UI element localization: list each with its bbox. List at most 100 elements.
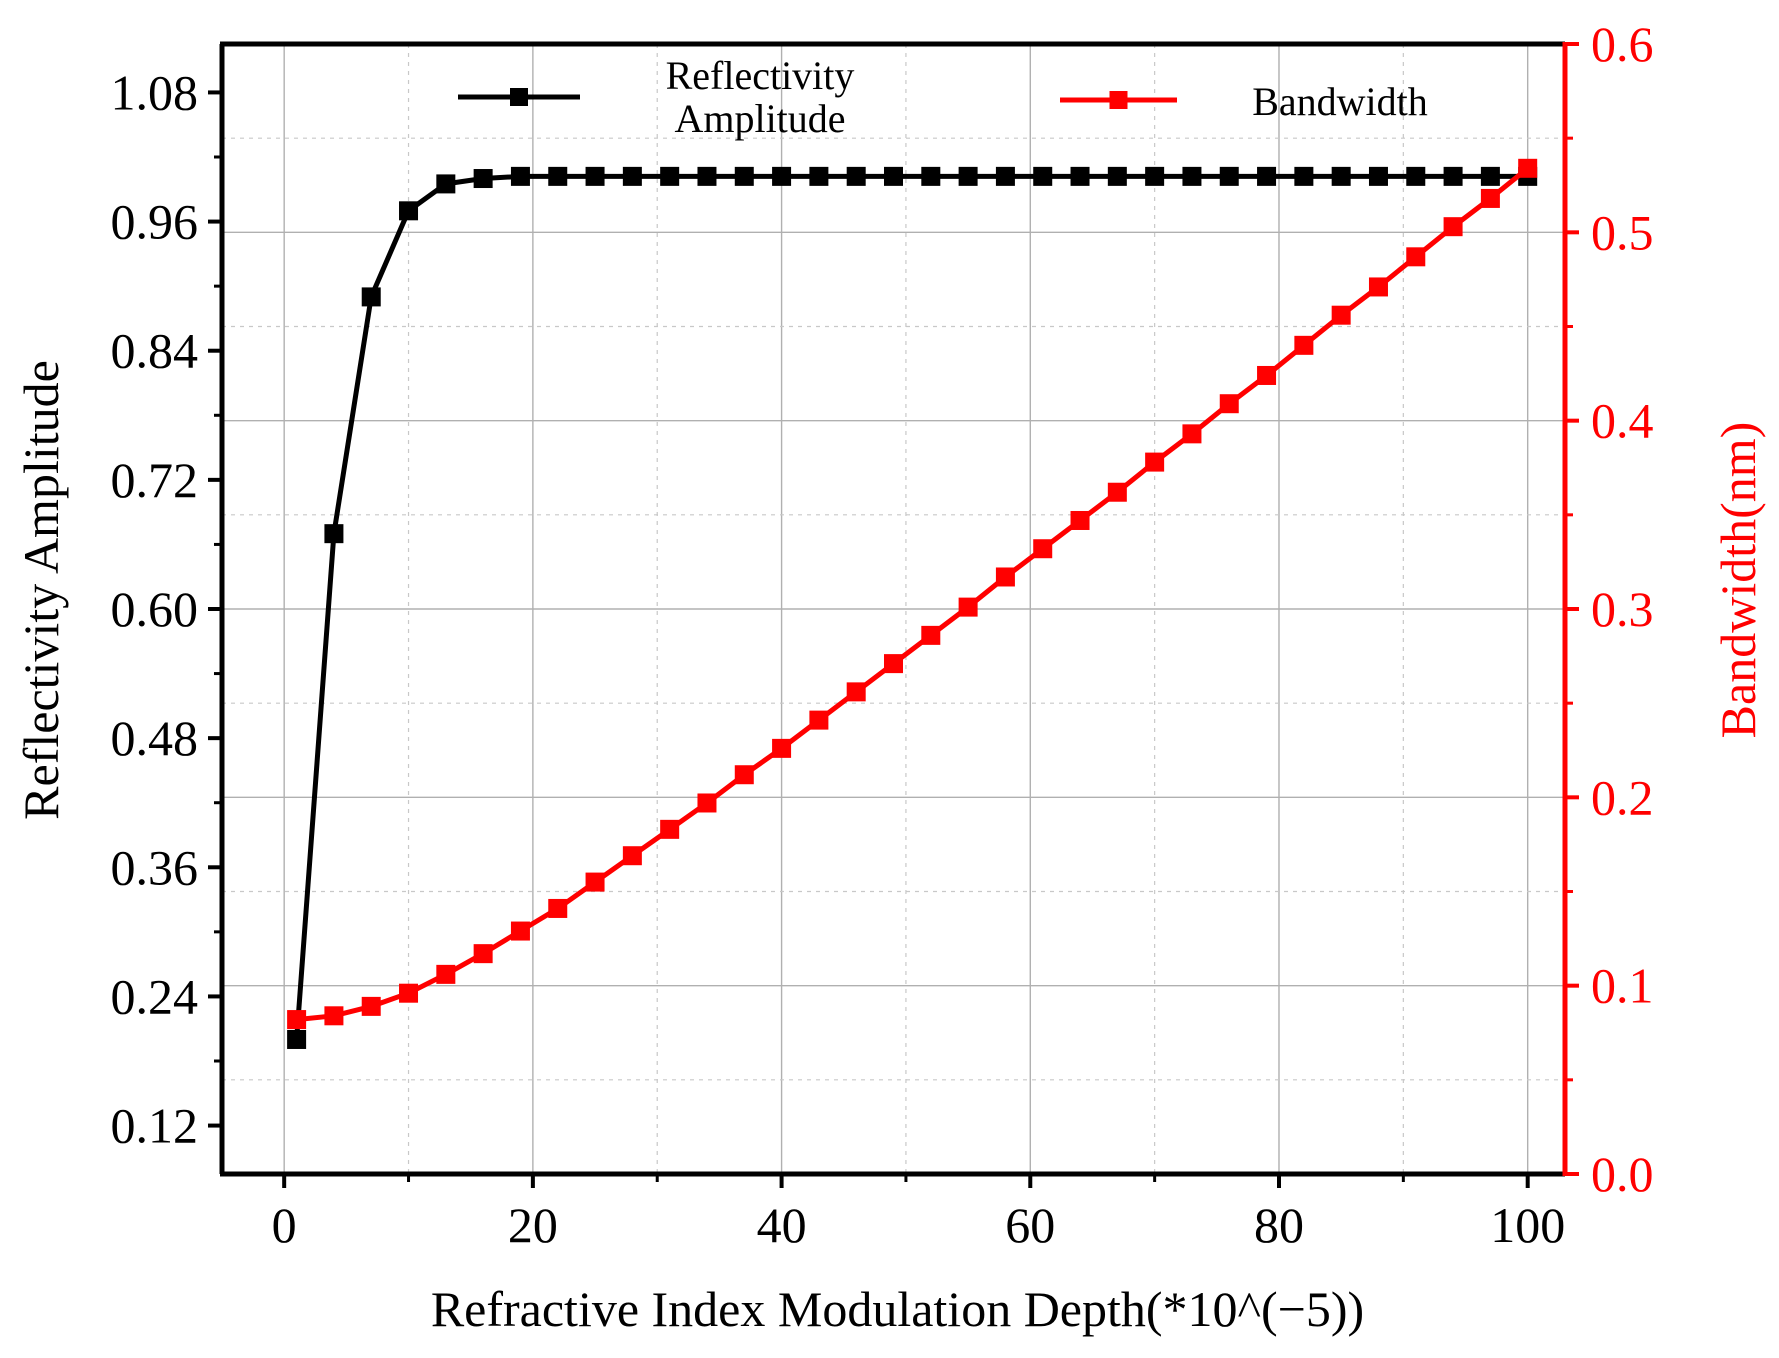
reflectivity-marker [995, 166, 1015, 186]
bandwidth-marker [921, 625, 941, 645]
reflectivity-marker [846, 166, 866, 186]
legend-reflectivity-label: Reflectivity [666, 53, 855, 98]
bandwidth-marker [772, 738, 792, 758]
reflectivity-marker [585, 166, 605, 186]
bandwidth-marker [585, 872, 605, 892]
y-right-tick-label: 0.5 [1591, 204, 1654, 260]
reflectivity-marker [1443, 166, 1463, 186]
reflectivity-marker [1368, 166, 1388, 186]
bandwidth-marker [473, 944, 493, 964]
reflectivity-marker [884, 166, 903, 186]
reflectivity-marker [697, 166, 717, 186]
y-right-tick-label: 0.3 [1591, 581, 1654, 637]
reflectivity-marker [1480, 166, 1500, 186]
bandwidth-marker [660, 819, 680, 839]
reflectivity-marker [1033, 166, 1053, 186]
reflectivity-marker [399, 201, 419, 221]
bandwidth-marker [1480, 188, 1500, 208]
bandwidth-marker [287, 1010, 307, 1030]
reflectivity-marker [1107, 166, 1127, 186]
reflectivity-marker [660, 166, 680, 186]
reflectivity-marker [622, 166, 642, 186]
reflectivity-marker [921, 166, 941, 186]
bandwidth-marker [1219, 394, 1239, 414]
legend-reflectivity-marker [510, 88, 528, 106]
bandwidth-marker [1107, 482, 1127, 502]
bandwidth-marker [1518, 158, 1538, 178]
bandwidth-line [296, 166, 1530, 1023]
x-tick-label: 40 [757, 1197, 807, 1253]
legend-bandwidth-label: Bandwidth [1252, 79, 1428, 124]
reflectivity-marker [734, 166, 754, 186]
reflectivity-marker [361, 287, 381, 307]
bandwidth-marker [1443, 217, 1463, 237]
bandwidth-marker [697, 793, 717, 813]
bandwidth-marker [1033, 539, 1053, 559]
bandwidth-marker [734, 765, 754, 785]
bandwidth-marker [399, 983, 419, 1003]
reflectivity-marker [324, 524, 344, 544]
y-tick-label: 0.36 [111, 839, 199, 895]
y-right-tick-label: 0.4 [1591, 393, 1654, 449]
x-axis-title: Refractive Index Modulation Depth(*10^(−… [431, 1281, 1364, 1337]
axes: 0 20 40 60 80 100 0.12 0.24 0.36 0.48 0.60 0.72 0.84… [111, 16, 1654, 1253]
reflectivity-marker [287, 1029, 307, 1049]
bandwidth-marker [1331, 305, 1351, 325]
reflectivity-marker [772, 166, 792, 186]
reflectivity-line [294, 173, 1528, 1040]
reflectivity-marker [1406, 166, 1426, 186]
bandwidth-marker [548, 898, 568, 918]
y-tick-label: 1.08 [111, 64, 199, 120]
legend-bandwidth-marker [1109, 91, 1128, 109]
bandwidth-marker [361, 996, 381, 1016]
bandwidth-marker [436, 964, 456, 984]
reflectivity-marker [958, 166, 978, 186]
reflectivity-marker [473, 169, 493, 189]
grid [222, 44, 1565, 1174]
bandwidth-marker [324, 1006, 344, 1026]
x-tick-label: 20 [508, 1197, 558, 1253]
reflectivity-marker [1294, 166, 1314, 186]
x-tick-label: 100 [1490, 1197, 1565, 1253]
y-right-axis-title: Bandwidth(nm) [1710, 422, 1766, 739]
y-right-tick-label: 0.2 [1591, 769, 1654, 825]
y-right-tick-label: 0.0 [1591, 1146, 1654, 1202]
reflectivity-marker [1219, 166, 1239, 186]
bandwidth-marker [884, 654, 903, 674]
bandwidth-marker [1294, 335, 1314, 355]
reflectivity-marker [548, 166, 568, 186]
x-tick-label: 0 [272, 1197, 297, 1253]
y-tick-label: 0.24 [111, 968, 199, 1024]
y-right-tick-label: 0.1 [1591, 958, 1654, 1014]
reflectivity-marker [1070, 166, 1090, 186]
reflectivity-marker [1145, 166, 1165, 186]
y-tick-label: 0.72 [111, 452, 199, 508]
bandwidth-marker [809, 710, 829, 730]
y-tick-label: 0.60 [111, 581, 199, 637]
x-tick-label: 60 [1005, 1197, 1055, 1253]
bandwidth-marker [1257, 365, 1277, 385]
y-axis-title: Reflectivity Amplitude [13, 360, 69, 820]
y-right-tick-label: 0.6 [1591, 16, 1654, 72]
bandwidth-marker [622, 846, 642, 866]
bandwidth-marker [1406, 247, 1426, 267]
reflectivity-marker [1182, 166, 1202, 186]
bandwidth-marker [1070, 510, 1090, 530]
y-tick-label: 0.12 [111, 1098, 199, 1154]
reflectivity-marker [809, 166, 829, 186]
bandwidth-marker [846, 682, 866, 702]
reflectivity-marker [1257, 166, 1277, 186]
plot-series [287, 158, 1538, 1049]
y-tick-label: 0.96 [111, 194, 199, 250]
reflectivity-marker [436, 174, 456, 194]
bandwidth-marker [1145, 452, 1165, 472]
y-tick-label: 0.84 [111, 323, 199, 379]
reflectivity-marker [1331, 166, 1351, 186]
bandwidth-marker [1182, 424, 1202, 444]
bandwidth-marker [510, 921, 530, 941]
x-tick-label: 80 [1254, 1197, 1304, 1253]
bandwidth-marker [1368, 277, 1388, 297]
y-tick-label: 0.48 [111, 710, 199, 766]
